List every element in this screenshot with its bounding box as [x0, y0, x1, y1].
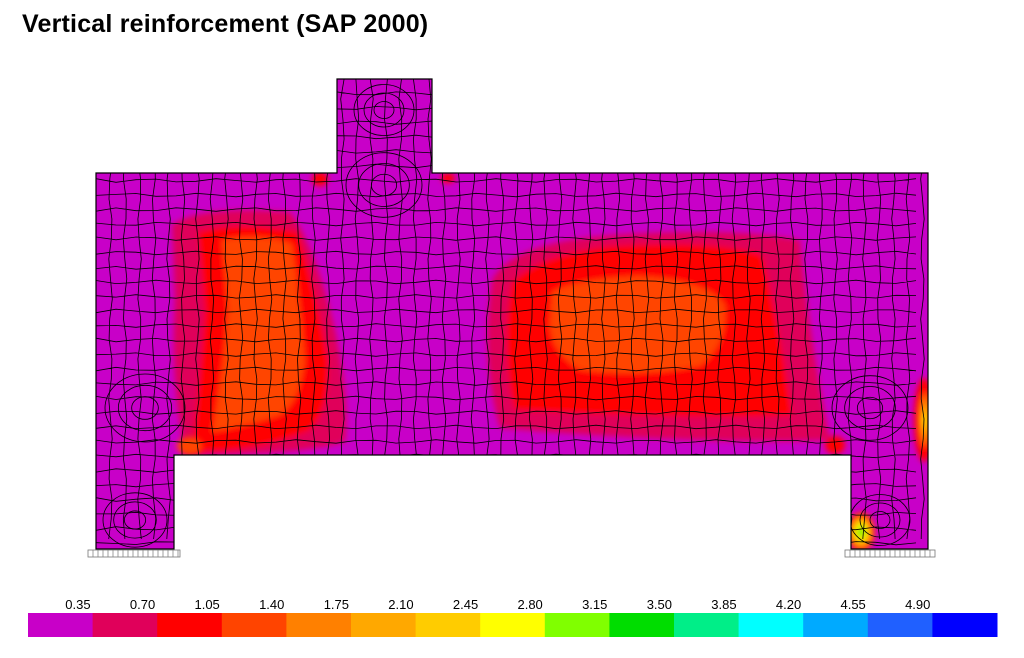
- mesh-refinement-3: [844, 386, 896, 430]
- legend-tick-label: 3.15: [582, 597, 607, 612]
- legend-tick-label: 0.35: [65, 597, 90, 612]
- mesh-refinement-4: [869, 511, 891, 529]
- legend-swatch: [351, 613, 417, 637]
- mesh-refinement-1: [131, 396, 159, 420]
- mesh-refinement-5: [373, 101, 395, 119]
- legend-tick-label: 0.70: [130, 597, 155, 612]
- legend-swatch: [674, 613, 740, 637]
- structure-outline: [95, 78, 929, 550]
- mesh-refinement-5: [363, 92, 405, 128]
- legend-swatch: [28, 613, 94, 637]
- figure-title: Vertical reinforcement (SAP 2000): [22, 10, 429, 38]
- left-stress-zone: [172, 210, 347, 455]
- legend-tick-label: 4.55: [840, 597, 865, 612]
- legend-tick-label: 1.05: [194, 597, 219, 612]
- legend-swatch: [867, 613, 933, 637]
- mesh-refinement-1: [117, 384, 173, 432]
- legend-swatch: [221, 613, 287, 637]
- mesh-refinement-3: [831, 375, 909, 441]
- legend-tick-label: 2.10: [388, 597, 413, 612]
- legend-tick-label: 3.50: [647, 597, 672, 612]
- legend-tick-label: 1.75: [324, 597, 349, 612]
- legend-swatch: [480, 613, 546, 637]
- support-base: [87, 549, 181, 558]
- support-right: [844, 549, 936, 558]
- legend-swatch: [803, 613, 869, 637]
- fe-mesh: [96, 79, 925, 548]
- mesh-refinement-2: [123, 510, 147, 530]
- mesh-refinement-1: [104, 373, 186, 443]
- support-left: [87, 549, 181, 558]
- legend-color-bar: [28, 613, 998, 637]
- legend-ticks: 0.35 0.70 1.05 1.40 1.75 2.10 2.45 2.80 3.15 3.50…: [65, 597, 930, 612]
- contour-plot: [87, 78, 936, 558]
- mesh-refinement-2: [102, 492, 168, 548]
- mesh-refinement-4: [859, 502, 901, 538]
- legend-swatch: [157, 613, 223, 637]
- legend-tick-label: 2.80: [517, 597, 542, 612]
- mesh-refinement-0: [358, 163, 410, 207]
- legend-tick-label: 1.40: [259, 597, 284, 612]
- legend-swatch: [415, 613, 481, 637]
- legend-swatch: [92, 613, 158, 637]
- legend-swatch: [738, 613, 804, 637]
- mesh-refinement-0: [345, 152, 423, 218]
- mesh-refinement-0: [370, 173, 398, 197]
- mesh-refinement-3: [856, 396, 884, 420]
- legend-swatch: [609, 613, 675, 637]
- mesh-refinement-5: [353, 84, 415, 136]
- legend-tick-label: 2.45: [453, 597, 478, 612]
- mesh-refinement-2: [113, 501, 157, 539]
- legend-tick-label: 4.20: [776, 597, 801, 612]
- legend-swatch: [932, 613, 998, 637]
- legend-swatch: [544, 613, 610, 637]
- legend-swatch: [286, 613, 352, 637]
- legend-tick-label: 3.85: [711, 597, 736, 612]
- legend-tick-label: 4.90: [905, 597, 930, 612]
